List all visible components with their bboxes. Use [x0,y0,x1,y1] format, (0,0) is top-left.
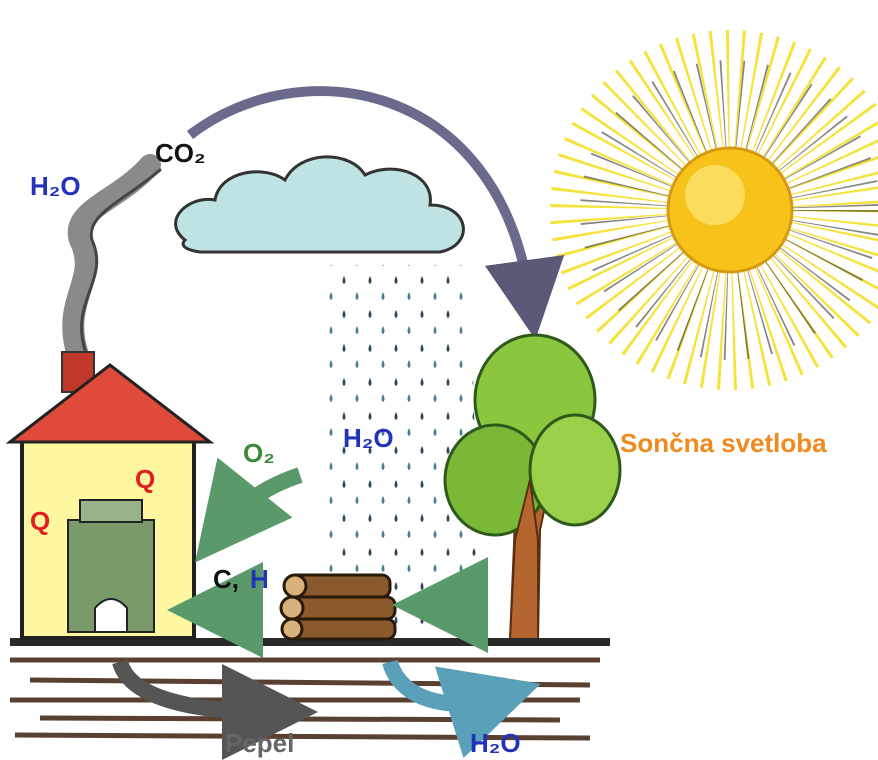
cloud [176,157,464,252]
smoke-water-label: H₂O [30,171,81,201]
carbon-cycle-diagram: H₂O CO₂ H₂O O₂ Q Q C, H Sončna svetloba … [0,0,878,760]
rain-water-label: H₂O [343,423,394,453]
hydrogen-label: H [250,564,269,594]
carbon-label: C, [213,564,239,594]
co2-label: CO₂ [155,138,206,168]
oxygen-label: O₂ [243,438,275,468]
house [10,352,210,638]
logs [281,575,395,639]
ground [10,638,610,738]
heat-label: Q [135,464,155,494]
heat-label: Q [30,506,50,536]
ash-label: Pepel [225,728,294,758]
smoke [73,165,160,355]
ground-water-label: H₂O [470,728,521,758]
sun [615,95,845,325]
sunlight-label: Sončna svetloba [620,428,827,458]
